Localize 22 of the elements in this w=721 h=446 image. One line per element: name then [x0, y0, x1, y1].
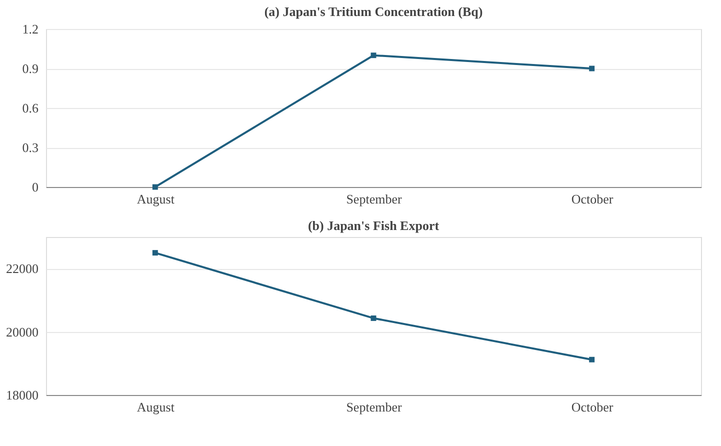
y-tick-label: 22000: [6, 261, 38, 276]
y-tick-label: 0: [32, 180, 38, 194]
chart-title: (b) Japan's Fish Export: [308, 218, 440, 233]
point: [370, 315, 376, 321]
y-tick-label: 20000: [6, 324, 38, 340]
y-tick-label: 18000: [6, 388, 38, 402]
y-tick-label: 0.6: [22, 100, 39, 116]
x-tick-label: October: [571, 400, 614, 414]
x-tick-label: August: [136, 400, 175, 414]
y-tick-label: 1.2: [22, 22, 38, 36]
x-tick-label: September: [346, 192, 402, 206]
point: [589, 356, 595, 362]
x-tick-label: September: [346, 400, 402, 414]
y-tick-label: 0.3: [22, 140, 38, 155]
chart-title: (a) Japan's Tritium Concentration (Bq): [264, 4, 483, 19]
point: [370, 52, 376, 58]
point: [589, 66, 595, 72]
x-tick-label: August: [136, 192, 175, 206]
point: [152, 250, 158, 256]
point: [152, 184, 158, 190]
y-tick-label: 0.9: [22, 61, 38, 76]
x-tick-label: October: [571, 192, 614, 206]
